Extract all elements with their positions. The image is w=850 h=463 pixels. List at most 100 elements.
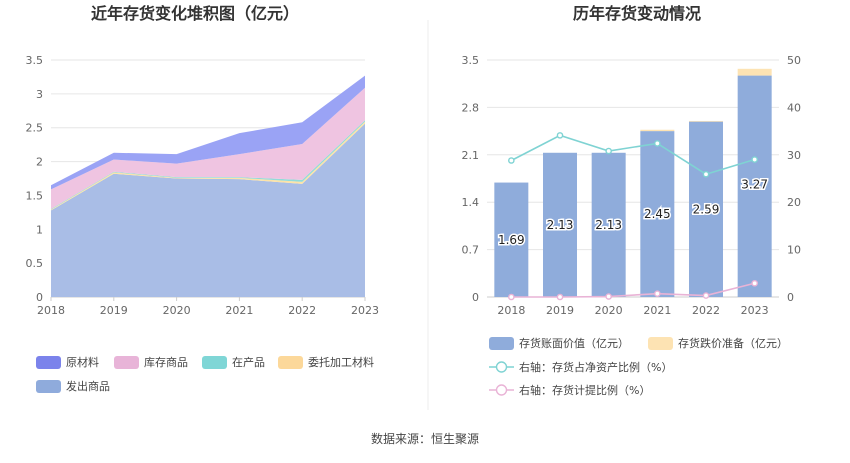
line-point xyxy=(654,140,661,147)
x-tick-label: 2019 xyxy=(546,304,574,317)
legend-label: 库存商品 xyxy=(144,355,188,369)
bar-series xyxy=(494,68,772,298)
y-tick-label: 3.5 xyxy=(26,54,44,67)
line-point xyxy=(556,132,564,139)
x-tick-label: 2020 xyxy=(163,304,191,317)
legend-label: 委托加工材料 xyxy=(308,355,374,369)
impairment-bar xyxy=(737,68,772,76)
right-y-tick-label: 20 xyxy=(787,196,801,209)
legend-label: 在产品 xyxy=(232,355,265,369)
bar-value-label: 2.45 xyxy=(644,207,671,221)
line-point xyxy=(654,290,661,297)
right-y-tick-label: 10 xyxy=(787,244,801,257)
x-tick-label: 2020 xyxy=(595,304,623,317)
x-tick-label: 2018 xyxy=(37,304,65,317)
area-原材料 xyxy=(51,75,365,190)
legend-swatch xyxy=(489,337,514,350)
left-y-tick-label: 1.4 xyxy=(462,196,480,209)
left-y-tick-label: 2.1 xyxy=(462,149,480,162)
legend-label: 存货账面价值（亿元） xyxy=(519,336,629,350)
left-y-tick-label: 2.8 xyxy=(462,101,480,114)
left-y-axis-ticks: 0 0.5 1 1.5 2 2.5 3 3.5 xyxy=(26,54,44,304)
right-y-tick-label: 30 xyxy=(787,149,801,162)
left-area-series xyxy=(51,75,365,297)
right-left-axis-ticks: 0 0.7 1.4 2.1 2.8 3.5 xyxy=(462,54,480,304)
y-tick-label: 2 xyxy=(36,156,43,169)
right-y-tick-label: 0 xyxy=(787,291,794,304)
legend-swatch xyxy=(36,380,61,393)
legend-label: 右轴：存货占净资产比例（%） xyxy=(519,360,672,374)
x-tick-label: 2023 xyxy=(351,304,379,317)
impairment-bar xyxy=(640,129,675,132)
left-y-tick-label: 0 xyxy=(472,291,479,304)
x-tick-label: 2018 xyxy=(497,304,525,317)
line-point xyxy=(605,147,612,155)
x-tick-label: 2019 xyxy=(100,304,128,317)
right-right-axis-ticks: 0 10 20 30 40 50 xyxy=(787,54,801,304)
legend-swatch xyxy=(648,337,673,350)
right-gridlines xyxy=(487,59,779,298)
right-y-tick-label: 40 xyxy=(787,101,801,114)
bar-value-label: 2.13 xyxy=(595,218,622,232)
legend-marker xyxy=(495,384,508,396)
line-point xyxy=(751,156,758,163)
x-tick-label: 2022 xyxy=(288,304,316,317)
inventory-bar xyxy=(591,152,626,297)
y-tick-label: 3 xyxy=(36,88,43,101)
right-chart-title: 历年存货变动情况 xyxy=(573,4,701,23)
line-series xyxy=(508,132,758,301)
line-point xyxy=(702,170,710,178)
y-tick-label: 0.5 xyxy=(26,257,44,270)
line-右轴：存货占净资产比例（%） xyxy=(510,134,755,176)
right-legend: 存货账面价值（亿元） 存货跌价准备（亿元） 右轴：存货占净资产比例（%） 右轴：存货计… xyxy=(489,336,788,397)
legend-swatch xyxy=(278,356,303,369)
legend-label: 发出商品 xyxy=(66,379,110,393)
inventory-bar xyxy=(543,152,577,297)
source-note: 数据来源：恒生聚源 xyxy=(371,431,479,446)
inventory-bar xyxy=(494,182,529,297)
line-point xyxy=(556,293,564,301)
y-tick-label: 0 xyxy=(36,291,43,304)
left-y-tick-label: 3.5 xyxy=(462,54,480,67)
legend-label: 右轴：存货计提比例（%） xyxy=(519,383,650,397)
right-y-tick-label: 50 xyxy=(787,54,801,67)
legend-swatch xyxy=(202,356,227,369)
legend-label: 原材料 xyxy=(66,355,99,369)
line-point xyxy=(508,293,515,301)
bar-value-labels: 1.69 2.13 2.13 2.45 2.59 3.27 xyxy=(496,176,769,248)
left-y-tick-label: 0.7 xyxy=(462,244,480,257)
bar-value-label: 2.13 xyxy=(547,218,574,232)
inventory-bar xyxy=(737,75,772,298)
line-右轴：存货计提比例（%） xyxy=(511,282,755,298)
x-tick-label: 2021 xyxy=(225,304,253,317)
line-point xyxy=(702,292,710,299)
area-库存商品 xyxy=(51,87,365,209)
x-tick-label: 2022 xyxy=(692,304,720,317)
legend-swatch xyxy=(36,356,61,369)
legend-swatch xyxy=(114,356,139,369)
inventory-bar xyxy=(689,121,723,298)
line-point xyxy=(751,279,758,287)
left-x-axis-ticks: 2018 2019 2020 2021 2022 2023 xyxy=(37,297,379,317)
inventory-bar-line-chart: 历年存货变动情况 0 0.7 1.4 2.1 2.8 3.5 0 10 20 30 40 50 1.… xyxy=(462,4,802,397)
bar-value-label: 2.59 xyxy=(693,202,720,216)
x-tick-label: 2023 xyxy=(741,304,769,317)
legend-marker xyxy=(495,361,508,373)
legend-label: 存货跌价准备（亿元） xyxy=(678,336,788,350)
right-x-axis-ticks: 2018 2019 2020 2021 2022 2023 xyxy=(497,304,768,317)
inventory-bar xyxy=(640,131,675,297)
line-point xyxy=(508,157,515,164)
impairment-bar xyxy=(689,120,723,122)
bar-value-label: 3.27 xyxy=(741,178,768,192)
bar-value-label: 1.69 xyxy=(498,233,525,247)
x-tick-label: 2021 xyxy=(643,304,671,317)
y-tick-label: 1.5 xyxy=(26,189,44,202)
line-point xyxy=(605,293,612,300)
y-tick-label: 1 xyxy=(36,223,43,236)
stacked-area-chart: 近年存货变化堆积图（亿元） 00.511.522.533.5 2018 2019 2… xyxy=(26,4,379,393)
y-tick-label: 2.5 xyxy=(26,122,44,135)
left-chart-title: 近年存货变化堆积图（亿元） xyxy=(91,4,299,23)
